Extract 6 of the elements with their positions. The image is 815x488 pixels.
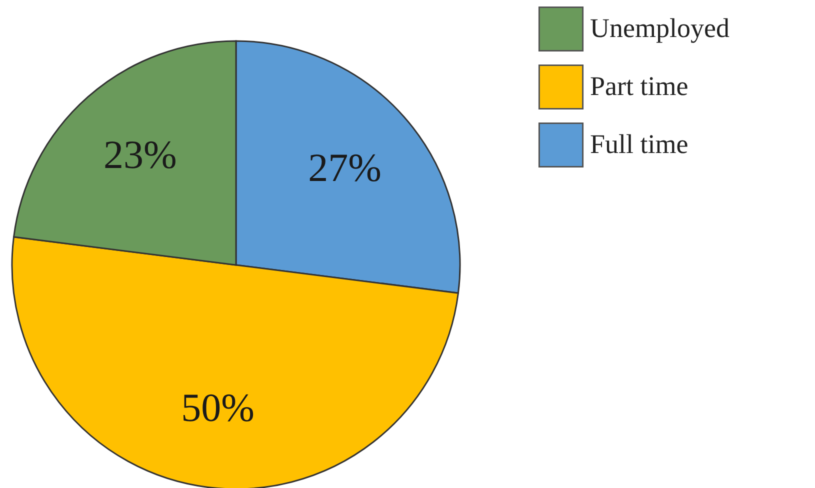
- data-label: 27%: [308, 145, 382, 190]
- legend-label: Part time: [590, 71, 688, 101]
- data-label: 50%: [181, 384, 254, 430]
- legend-label: Full time: [590, 129, 688, 159]
- legend-label: Unemployed: [590, 13, 730, 43]
- data-label: 23%: [103, 132, 177, 178]
